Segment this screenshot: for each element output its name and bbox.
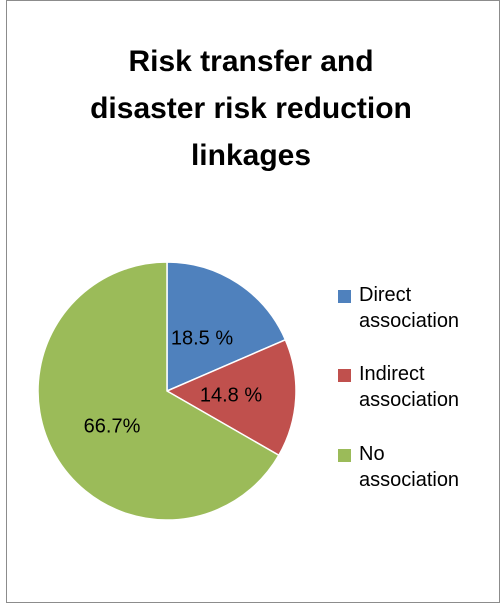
chart-title: Risk transfer and disaster risk reductio… — [90, 45, 412, 172]
legend-swatch-none — [338, 449, 351, 462]
pie-data-labels: 18.5 % 14.8 % 66.7% — [84, 327, 263, 437]
data-label-none: 66.7% — [84, 415, 141, 437]
legend-swatch-direct — [338, 290, 351, 303]
legend-swatch-indirect — [338, 369, 351, 382]
legend-label-direct: Direct association — [359, 284, 460, 332]
pie-slice-direct — [166, 261, 287, 393]
legend-label-indirect: Indirect association — [359, 363, 460, 411]
pie-slice-indirect — [165, 338, 297, 457]
pie-slice-none — [37, 261, 280, 521]
legend-label-none: No association — [359, 443, 460, 491]
data-label-direct: 18.5 % — [171, 327, 233, 349]
data-label-indirect: 14.8 % — [200, 384, 262, 406]
pie-slices — [37, 261, 297, 521]
